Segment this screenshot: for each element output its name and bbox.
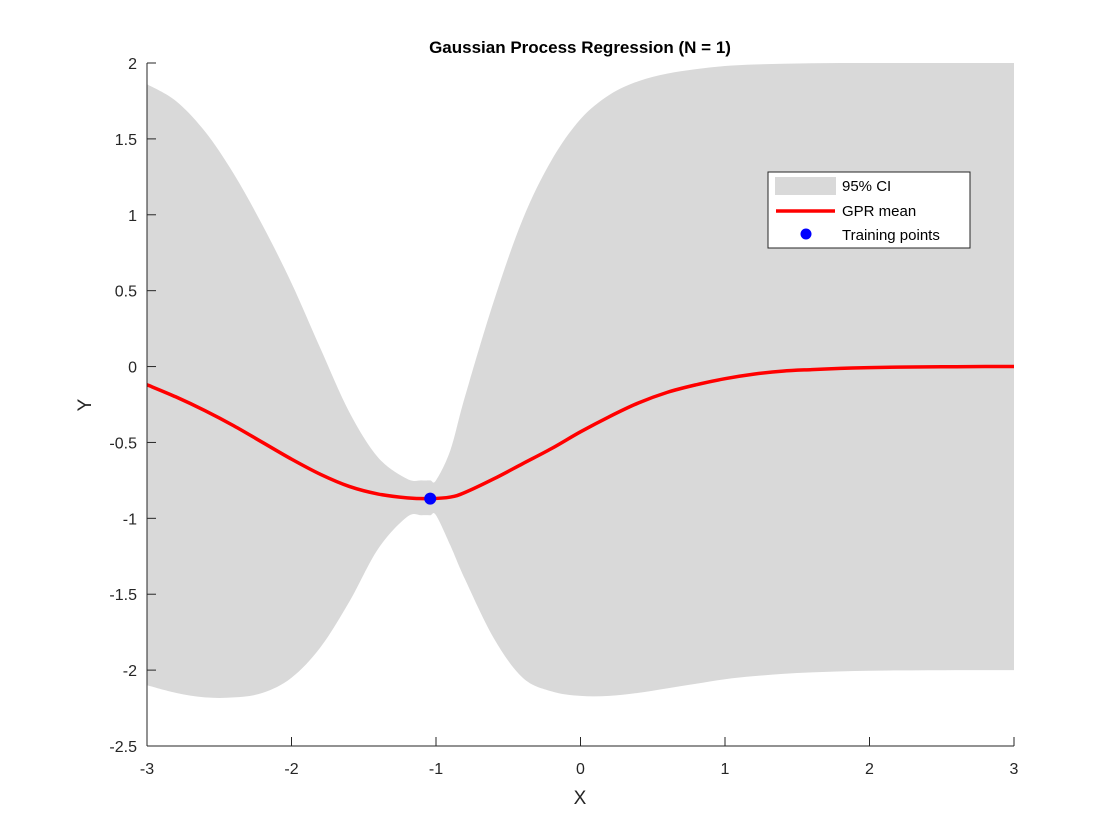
y-tick-label: 0	[128, 360, 137, 377]
training-point	[424, 492, 437, 505]
x-axis-label: X	[574, 788, 587, 809]
legend-label-ci: 95% CI	[842, 178, 891, 195]
legend-swatch-ci	[775, 177, 836, 195]
y-tick-label: -1	[123, 511, 137, 528]
gpr-mean-line	[147, 364, 1014, 501]
legend: 95% CI GPR mean Training points	[767, 171, 971, 249]
chart-title: Gaussian Process Regression (N = 1)	[429, 38, 731, 57]
y-tick-label: -2	[123, 663, 137, 680]
legend-label-mean: GPR mean	[842, 203, 916, 220]
x-tick-label: 3	[1010, 761, 1019, 778]
y-tick-label: -0.5	[109, 435, 137, 452]
x-tick-label: -1	[429, 761, 443, 778]
legend-label-training: Training points	[842, 227, 940, 244]
y-tick-label: -1.5	[109, 587, 137, 604]
legend-swatch-training	[800, 228, 812, 240]
y-axis-label: Y	[75, 398, 96, 411]
x-tick-label: 1	[721, 761, 730, 778]
axes: -3 -2 -1 0 1 2 3 -2.5 -2 -1.5 -1 -0.5 0 0.5 1 1.5 2	[109, 56, 1018, 778]
y-tick-label: 1	[128, 208, 137, 225]
y-tick-label: 1.5	[115, 132, 137, 149]
y-tick-label: -2.5	[109, 739, 137, 756]
y-tick-label: 0.5	[115, 284, 137, 301]
x-tick-label: -3	[140, 761, 154, 778]
x-tick-label: 2	[865, 761, 874, 778]
y-tick-label: 2	[128, 56, 137, 73]
x-tick-label: 0	[576, 761, 585, 778]
x-tick-label: -2	[284, 761, 298, 778]
